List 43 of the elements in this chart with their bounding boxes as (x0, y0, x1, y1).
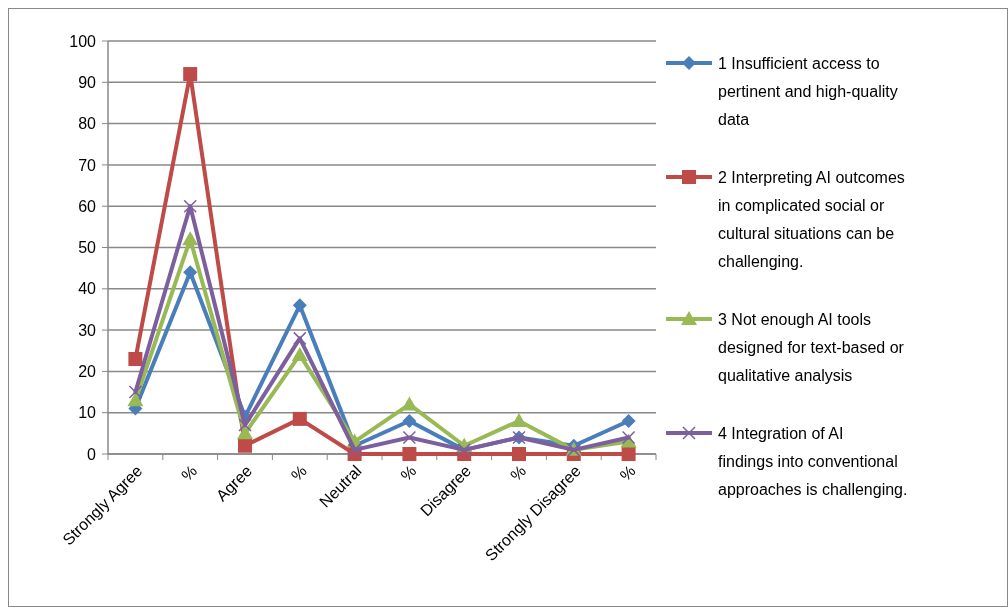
point (183, 199, 197, 213)
legend-label: 4 Integration of AI findings into conventional approaches is challenging. (718, 424, 908, 498)
legend-label: 1 Insufficient access to pertinent and high-quality data (718, 54, 898, 128)
x-tick-label: % (287, 462, 310, 485)
point (128, 385, 143, 399)
y-tick-label: 20 (78, 363, 97, 380)
point (621, 413, 636, 428)
y-tick-label: 100 (69, 32, 97, 50)
legend-label: 2 Interpreting AI outcomes in complicated social or cultural situations can be challenging. (718, 168, 905, 270)
point (293, 331, 307, 346)
point (292, 411, 307, 426)
x-tick-label: % (178, 462, 201, 485)
point (401, 396, 418, 411)
point (292, 298, 307, 313)
y-tick-label: 80 (78, 115, 97, 133)
x-tick-label: % (616, 462, 639, 485)
y-tick-label: 70 (78, 156, 97, 174)
y-tick-label: 40 (78, 280, 97, 298)
y-tick-label: 90 (78, 73, 97, 91)
x-tick-label: % (397, 462, 420, 485)
point (238, 438, 252, 453)
point (512, 447, 526, 461)
point (347, 443, 362, 457)
point (291, 346, 308, 361)
point (621, 447, 636, 461)
y-tick-label: 10 (78, 404, 97, 422)
point (402, 430, 417, 445)
x-tick-label: % (507, 462, 530, 485)
point (182, 231, 199, 246)
legend-label: 3 Not enough AI tools designed for text-based or qualitative analysis (718, 310, 905, 384)
point (402, 447, 417, 461)
point (183, 67, 198, 82)
point (511, 412, 527, 427)
point (183, 265, 198, 280)
point (238, 418, 252, 432)
point (127, 392, 144, 407)
y-tick-label: 60 (78, 197, 97, 215)
point (402, 413, 417, 428)
y-tick-label: 50 (78, 239, 97, 257)
y-tick-label: 30 (78, 321, 97, 339)
point (128, 352, 143, 367)
y-tick-label: 0 (87, 445, 97, 463)
point (237, 425, 253, 440)
